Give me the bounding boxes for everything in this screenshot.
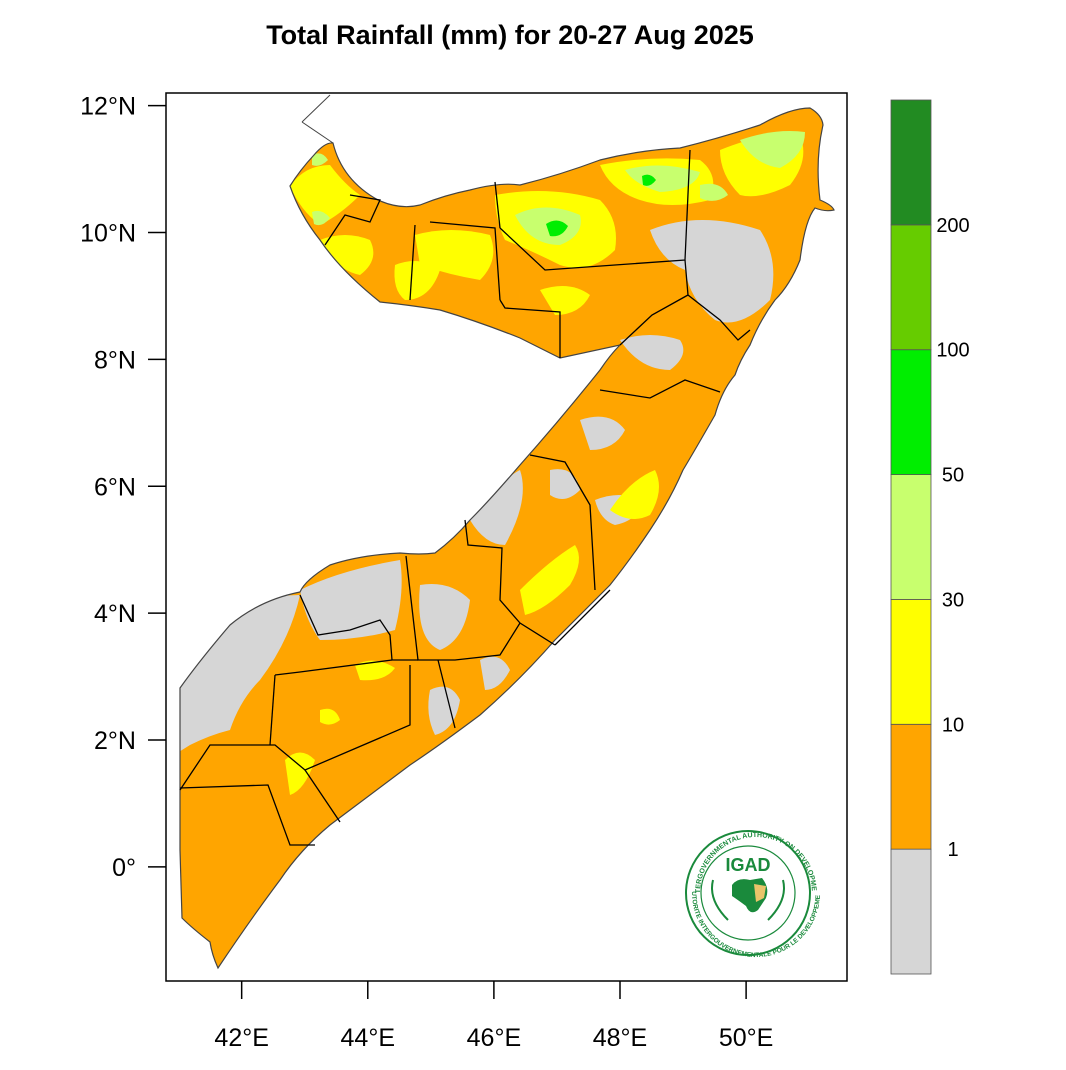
rain-zone [355,660,395,681]
colorbar-label: 200 [936,215,969,237]
rain-zone [320,235,374,275]
region-boundary [499,299,561,358]
region-boundary [494,181,501,229]
rain-zone [480,656,510,690]
lat-tick-label: 8°N [94,346,136,374]
laurel-right-icon [767,879,785,921]
rain-zone [285,752,315,795]
region-boundary [619,294,689,346]
rain-zone [580,416,625,450]
region-boundary [179,665,411,791]
lon-tick-label: 48°E [593,1024,647,1052]
rain-zone [546,220,568,237]
colorbar-bin [890,474,932,600]
region-boundary [269,674,276,746]
rain-zone [700,183,728,201]
rain-zone [312,210,330,226]
region-boundary [499,149,691,271]
rain-zone [320,708,340,725]
heavy-rain-zones [312,131,805,245]
rain-zone [300,560,402,640]
longitude-axis: 42°E 44°E 46°E 48°E 50°E [214,981,773,1052]
rain-zone [620,335,684,370]
ethiopia-djibouti-border [301,94,334,144]
region-boundary [304,769,341,823]
region-boundary [529,454,596,591]
lat-tick-label: 2°N [94,727,136,755]
lat-tick-label: 4°N [94,600,136,628]
colorbar-label: 100 [936,340,969,362]
region-boundary [684,259,751,341]
lat-tick-label: 0° [112,854,136,882]
rain-zone [625,165,700,192]
lon-tick-label: 46°E [467,1024,521,1052]
colorbar-label: 10 [942,714,964,736]
latitude-axis: 12°N 10°N 8°N 6°N 4°N 2°N 0° [80,93,166,882]
region-boundary [429,221,501,301]
region-boundary [599,379,721,399]
lon-tick-label: 42°E [214,1024,268,1052]
rain-zone [290,165,360,225]
region-boundary [405,555,521,661]
colorbar-bin [890,599,932,725]
lon-tick-label: 50°E [719,1024,773,1052]
colorbar-bin [890,723,932,850]
plot-frame [165,92,848,982]
rain-zone [520,545,579,615]
colorbar-label: 30 [942,589,964,611]
laurel-left-icon [711,879,729,921]
colorbar: 1 10 30 50 100 200 [890,99,970,975]
very-heavy-rain-zones [546,174,656,237]
rain-zone [540,286,590,315]
rain-zone [415,230,494,280]
rain-zone [394,261,440,300]
igad-region-icon [754,884,766,902]
lat-tick-label: 12°N [80,93,136,121]
rain-zone [428,686,460,735]
colorbar-bin [890,848,932,975]
lon-tick-label: 44°E [341,1024,395,1052]
rain-zone [312,153,328,166]
lat-tick-label: 10°N [80,220,136,248]
region-boundary [409,224,416,301]
colorbar-label: 50 [942,465,964,487]
colorbar-label: 1 [947,839,958,861]
colorbar-bin [890,224,932,351]
rain-zone [550,469,580,499]
rain-zone [650,220,774,323]
rain-zone [610,470,659,519]
map-title: Total Rainfall (mm) for 20-27 Aug 2025 [266,20,754,50]
region-boundary [554,589,611,646]
logo-name: IGAD [726,855,771,875]
region-boundary [324,194,381,246]
rain-zone [470,470,523,545]
region-boundary [464,519,556,646]
colorbar-bin [890,99,932,226]
rain-zone [740,131,805,168]
light-rain-zones [180,220,774,760]
lat-tick-label: 6°N [94,473,136,501]
rain-zone [419,584,470,650]
rain-zone [642,174,656,186]
country-border [179,107,835,970]
region-boundaries [179,149,751,846]
colorbar-bin [890,349,932,475]
region-boundary [437,659,456,729]
region-boundary [179,784,315,846]
region-boundary [274,659,393,676]
